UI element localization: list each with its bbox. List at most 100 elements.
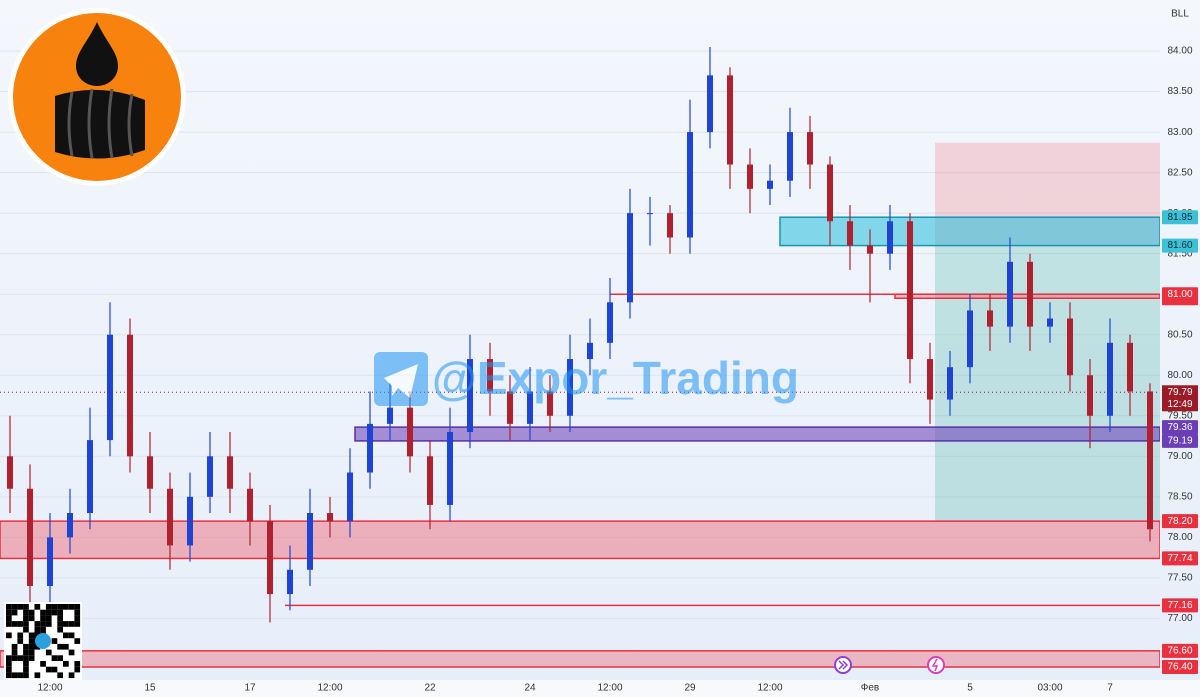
qr-cell (34, 604, 41, 610)
candle-body (607, 302, 613, 343)
candle-body (1027, 261, 1033, 327)
price-label: 77.74 (1167, 553, 1192, 564)
y-tick-label: 77.00 (1167, 613, 1192, 624)
candle-body (847, 221, 853, 246)
qr-cell (23, 604, 29, 610)
x-tick-label: 12:00 (757, 683, 782, 694)
candle-body (667, 213, 673, 238)
x-tick-label: 5 (967, 683, 973, 694)
price-label: 78.20 (1167, 516, 1192, 527)
qr-cell (51, 655, 58, 661)
qr-cell (34, 621, 41, 627)
qr-cell (45, 615, 52, 622)
qr-cell (28, 643, 35, 650)
x-tick-label: 22 (424, 683, 436, 694)
logo (8, 8, 186, 186)
y-tick-label: 82.50 (1167, 167, 1192, 178)
qr-cell (23, 661, 29, 667)
y-tick-label: 80.00 (1167, 370, 1192, 381)
candle-body (167, 488, 173, 546)
candle-body (727, 75, 733, 165)
qr-cell (28, 649, 35, 656)
x-tick-label: 7 (1107, 683, 1113, 694)
y-tick-label: 78.50 (1167, 491, 1192, 502)
qr-cell (68, 672, 75, 679)
qr-cell (17, 672, 24, 679)
qr-cell (63, 632, 69, 639)
qr-cell (51, 638, 58, 644)
qr-cell (28, 638, 35, 644)
candle-body (527, 391, 533, 424)
qr-cell (23, 655, 29, 661)
candle-body (567, 359, 573, 416)
x-axis-band (0, 680, 1200, 697)
qr-cell (45, 621, 52, 627)
price-label-bg (1162, 598, 1198, 613)
watermark-text: @Expor_Trading (432, 352, 799, 404)
qr-cell (34, 672, 41, 679)
qr-cell (17, 655, 24, 661)
price-time: 12:49 (1167, 399, 1192, 410)
candle-body (187, 496, 193, 546)
qr-cell (63, 661, 69, 667)
price-label-bg (1162, 643, 1198, 658)
target-zone (935, 245, 1160, 522)
candle-body (207, 456, 213, 497)
price-label-bg (1162, 238, 1198, 253)
candle-body (767, 180, 773, 189)
candle-body (107, 334, 113, 441)
qr-cell (63, 621, 69, 627)
qr-cell (28, 632, 35, 639)
qr-cell (40, 615, 46, 622)
candle-body (807, 132, 813, 165)
price-label-bg (1162, 385, 1198, 412)
qr-cell (45, 649, 52, 656)
y-tick-label: 83.50 (1167, 86, 1192, 97)
candle-body (407, 407, 413, 457)
x-tick-label: Фев (861, 683, 879, 694)
qr-cell (57, 655, 63, 661)
price-label: 76.40 (1167, 662, 1192, 673)
qr-cell (40, 609, 46, 616)
qr-cell (68, 604, 75, 610)
y-tick-label: 80.50 (1167, 329, 1192, 340)
zone (354, 426, 1160, 442)
candle-body (387, 407, 393, 424)
price-label: 81.95 (1167, 212, 1192, 223)
qr-cell (57, 609, 63, 616)
qr-cell (11, 604, 18, 610)
candle-body (747, 164, 753, 189)
x-tick-label: 29 (684, 683, 696, 694)
qr-cell (45, 604, 52, 610)
price-label-bg (1162, 287, 1198, 302)
axes: 77.00 77.50 78.00 78.50 79.00 79.50 80.00 80.50… (37, 46, 1198, 694)
qr-cell (57, 626, 63, 633)
qr-cell (6, 604, 12, 610)
x-tick-label: 03:00 (1037, 683, 1062, 694)
qr-cell (57, 615, 63, 622)
candle-body (127, 334, 133, 457)
y-tick-label: 77.50 (1167, 573, 1192, 584)
qr-cell (63, 604, 69, 610)
plot-area (0, 47, 1160, 668)
candle-body (367, 423, 373, 473)
price-label: 81.60 (1167, 240, 1192, 251)
qr-code (4, 602, 82, 680)
candle-body (927, 359, 933, 400)
price-label: 81.00 (1167, 289, 1192, 300)
price-label-bg (1162, 433, 1198, 448)
candle-body (787, 132, 793, 181)
y-tick-label: 79.00 (1167, 451, 1192, 462)
candle-body (867, 245, 873, 254)
candle-body (827, 164, 833, 222)
qr-cell (6, 609, 12, 616)
candle-body (7, 456, 13, 489)
qr-cell (6, 615, 12, 622)
qr-cell (17, 638, 24, 644)
x-tick-label: 24 (524, 683, 536, 694)
price-label: 79.36 (1167, 422, 1192, 433)
qr-cell (23, 609, 29, 616)
qr-cell (11, 621, 18, 627)
y-tick-label: 78.00 (1167, 532, 1192, 543)
